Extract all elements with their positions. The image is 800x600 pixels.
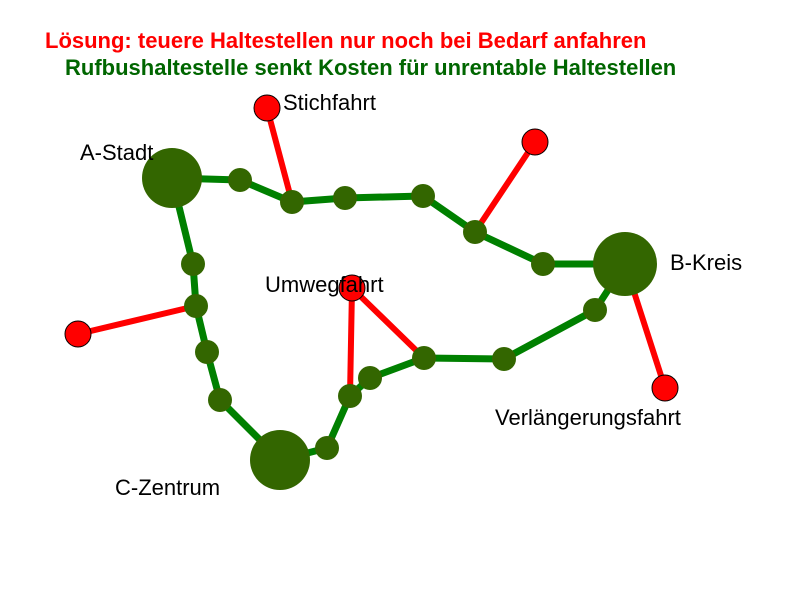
edge-red-2 <box>78 306 196 334</box>
node-green-small-0 <box>228 168 252 192</box>
label-a-stadt: A-Stadt <box>80 140 153 166</box>
node-green-small-6 <box>583 298 607 322</box>
node-green-small-15 <box>181 252 205 276</box>
network-svg <box>0 0 800 600</box>
edge-red-4 <box>352 288 424 358</box>
node-red-2 <box>65 321 91 347</box>
node-green-small-5 <box>531 252 555 276</box>
node-green-small-2 <box>333 186 357 210</box>
node-green-small-10 <box>338 384 362 408</box>
edge-red-5 <box>350 288 352 396</box>
node-green-small-8 <box>412 346 436 370</box>
label-stichfahrt: Stichfahrt <box>283 90 376 116</box>
node-green-small-9 <box>358 366 382 390</box>
label-verlaengerung: Verlängerungsfahrt <box>495 405 681 431</box>
label-umwegfahrt: Umwegfahrt <box>265 272 384 298</box>
diagram-stage: Lösung: teuere Haltestellen nur noch bei… <box>0 0 800 600</box>
caption-headline2: Rufbushaltestelle senkt Kosten für unren… <box>65 55 676 81</box>
node-red-1 <box>522 129 548 155</box>
node-green-small-3 <box>411 184 435 208</box>
node-red-3 <box>652 375 678 401</box>
node-green-small-14 <box>184 294 208 318</box>
label-b-kreis: B-Kreis <box>670 250 742 276</box>
edge-red-1 <box>475 142 535 232</box>
label-c-zentrum: C-Zentrum <box>115 475 220 501</box>
node-green-small-1 <box>280 190 304 214</box>
node-large-c-zentrum <box>250 430 310 490</box>
node-green-small-4 <box>463 220 487 244</box>
node-green-small-7 <box>492 347 516 371</box>
node-large-b-kreis <box>593 232 657 296</box>
edge-red-0 <box>267 108 292 202</box>
node-red-0 <box>254 95 280 121</box>
node-green-small-13 <box>195 340 219 364</box>
caption-headline1: Lösung: teuere Haltestellen nur noch bei… <box>45 28 646 54</box>
node-green-small-12 <box>208 388 232 412</box>
node-green-small-11 <box>315 436 339 460</box>
